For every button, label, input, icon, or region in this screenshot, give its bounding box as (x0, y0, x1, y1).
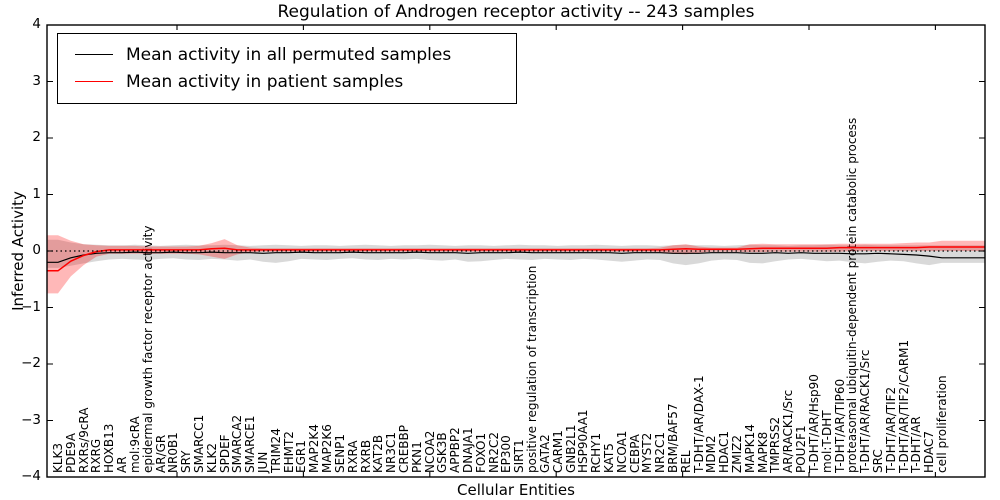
y-tick-label: 1 (32, 185, 41, 202)
y-tick-label: −4 (21, 468, 41, 484)
y-tick-label: −2 (21, 355, 41, 371)
legend-label-patient: Mean activity in patient samples (126, 71, 404, 92)
x-axis-label: Cellular Entities (457, 481, 575, 499)
legend-entry-patient: Mean activity in patient samples (58, 68, 516, 95)
legend-label-permuted: Mean activity in all permuted samples (126, 44, 452, 65)
permuted-line-swatch (75, 54, 113, 55)
y-tick-label: 3 (32, 72, 41, 89)
patient-line-swatch (75, 81, 113, 82)
y-tick-label: −3 (21, 411, 41, 428)
legend: Mean activity in all permuted samples Me… (57, 33, 517, 104)
y-tick-label: 0 (32, 242, 41, 258)
y-tick-label: −1 (21, 298, 41, 315)
y-tick-label: 2 (32, 129, 41, 145)
legend-entry-permuted: Mean activity in all permuted samples (58, 41, 516, 68)
y-tick-label: 4 (32, 16, 41, 32)
chart-title: Regulation of Androgen receptor activity… (277, 2, 755, 22)
y-axis-label: Inferred Activity (9, 191, 27, 311)
